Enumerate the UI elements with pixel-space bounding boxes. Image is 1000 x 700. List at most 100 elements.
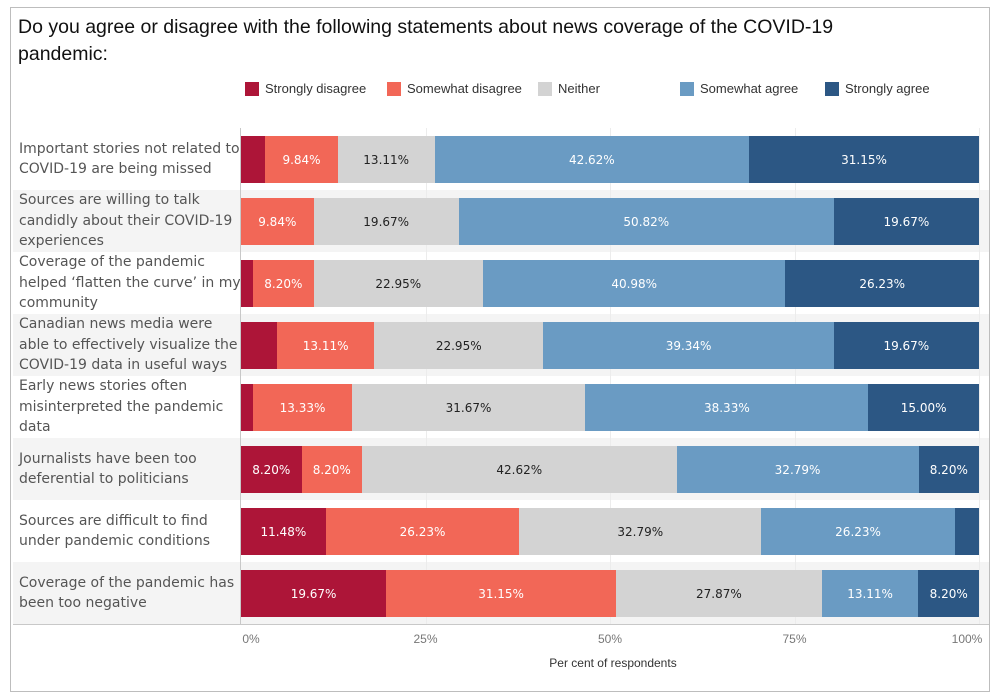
bar-segment[interactable]: 8.20% xyxy=(253,260,314,307)
bar-segment[interactable]: 26.23% xyxy=(785,260,979,307)
category-label: Coverage of the pandemic has been too ne… xyxy=(19,574,235,612)
data-label: 8.20% xyxy=(929,462,968,477)
bar-segment[interactable]: 8.20% xyxy=(301,446,363,493)
bar-segment[interactable]: 42.62% xyxy=(434,136,750,183)
bar-segment[interactable]: 13.11% xyxy=(821,570,919,617)
legend-swatch xyxy=(245,81,259,96)
x-axis-line xyxy=(13,624,989,625)
bar-segment[interactable]: 50.82% xyxy=(458,198,834,245)
data-label: 26.23% xyxy=(399,524,446,539)
bar-segment[interactable]: 22.95% xyxy=(313,260,483,307)
bar-segment[interactable] xyxy=(241,322,278,369)
legend-label: Strongly disagree xyxy=(265,81,367,96)
chart-title: Do you agree or disagree with the follow… xyxy=(18,16,834,65)
bar-segment[interactable]: 9.84% xyxy=(265,136,338,183)
data-label: 15.00% xyxy=(900,400,947,415)
data-label: 31.15% xyxy=(478,586,524,601)
data-label: 8.20% xyxy=(312,462,351,477)
bar-segment[interactable] xyxy=(954,508,980,555)
bar-segment[interactable] xyxy=(241,384,254,431)
legend-item[interactable]: Strongly agree xyxy=(825,81,930,96)
category-label: Sources are willing to talk candidly abo… xyxy=(19,192,233,250)
bar-segment[interactable]: 32.79% xyxy=(676,446,919,493)
data-label: 13.33% xyxy=(279,400,326,415)
bar-segment[interactable]: 19.67% xyxy=(833,198,979,245)
x-tick-label: 75% xyxy=(782,632,807,646)
data-label: 42.62% xyxy=(568,152,615,167)
legend-item[interactable]: Somewhat agree xyxy=(680,81,798,96)
category-label: Coverage of the pandemic helped ‘flatten… xyxy=(19,254,241,312)
bar-segment[interactable]: 8.20% xyxy=(918,446,980,493)
gridline xyxy=(979,128,980,624)
data-label: 32.79% xyxy=(774,462,821,477)
x-tick-label: 0% xyxy=(242,632,260,646)
bar-segment[interactable]: 13.33% xyxy=(253,384,352,431)
data-label: 50.82% xyxy=(623,214,670,229)
bar-segment[interactable]: 26.23% xyxy=(325,508,520,555)
legend-swatch xyxy=(538,81,552,96)
bar-segment[interactable] xyxy=(241,260,254,307)
data-label: 13.11% xyxy=(847,586,893,601)
legend-swatch xyxy=(825,81,839,96)
data-label: 22.95% xyxy=(435,338,482,353)
bar-segment[interactable]: 19.67% xyxy=(313,198,459,245)
data-label: 19.67% xyxy=(883,338,930,353)
bar-segment[interactable]: 9.84% xyxy=(241,198,314,245)
bar-segment[interactable]: 26.23% xyxy=(761,508,955,555)
data-label: 26.23% xyxy=(835,524,881,539)
legend-item[interactable]: Somewhat disagree xyxy=(387,81,522,96)
x-tick-label: 50% xyxy=(597,632,623,646)
bar-segment[interactable]: 31.15% xyxy=(749,136,979,183)
bar-segment[interactable]: 22.95% xyxy=(374,322,544,369)
category-label: Canadian news media were able to effecti… xyxy=(19,316,238,374)
bar-segment[interactable]: 15.00% xyxy=(868,384,979,431)
y-axis-line xyxy=(240,128,241,625)
data-label: 40.98% xyxy=(611,276,658,291)
bar-segment[interactable]: 32.79% xyxy=(519,508,762,555)
data-label: 32.79% xyxy=(617,524,664,539)
bar-segment[interactable]: 8.20% xyxy=(241,446,302,493)
legend-item[interactable]: Neither xyxy=(538,81,600,96)
legend-item[interactable]: Strongly disagree xyxy=(245,81,366,96)
data-label: 9.84% xyxy=(258,214,297,229)
category-label: Important stories not related to COVID-1… xyxy=(19,140,240,178)
bar-segment[interactable] xyxy=(241,136,266,183)
gridline xyxy=(794,128,796,624)
bar-segment[interactable]: 31.15% xyxy=(386,570,617,617)
legend: Strongly disagree Somewhat disagree Neithe… xyxy=(0,81,1000,99)
legend-swatch xyxy=(387,81,401,96)
bar-segment[interactable]: 31.67% xyxy=(351,384,586,431)
data-label: 11.48% xyxy=(260,524,307,539)
bar-segment[interactable]: 39.34% xyxy=(543,322,834,369)
data-label: 31.67% xyxy=(445,400,492,415)
bar-segment[interactable]: 38.33% xyxy=(585,384,869,431)
data-label: 8.20% xyxy=(264,276,303,291)
bar-segment[interactable]: 27.87% xyxy=(616,570,822,617)
chart-frame xyxy=(10,7,990,692)
bar-segment[interactable]: 8.20% xyxy=(918,570,979,617)
x-tick-label: 25% xyxy=(413,632,438,646)
bar-segment[interactable]: 13.11% xyxy=(277,322,375,369)
gridline xyxy=(610,128,611,624)
data-label: 39.34% xyxy=(665,338,712,353)
bar-segment[interactable]: 42.62% xyxy=(362,446,677,493)
x-tick-label: 100% xyxy=(951,632,983,646)
bar-segment[interactable]: 13.11% xyxy=(337,136,435,183)
data-label: 26.23% xyxy=(859,276,906,291)
data-label: 13.11% xyxy=(302,338,349,353)
data-label: 42.62% xyxy=(496,462,543,477)
bar-segment[interactable]: 19.67% xyxy=(833,322,979,369)
bar-segment[interactable]: 19.67% xyxy=(241,570,387,617)
data-label: 27.87% xyxy=(696,586,742,601)
category-label: Sources are difficult to find under pand… xyxy=(19,512,210,550)
data-label: 22.95% xyxy=(375,276,422,291)
data-label: 13.11% xyxy=(363,152,410,167)
data-label: 31.15% xyxy=(841,152,887,167)
legend-label: Neither xyxy=(558,81,600,96)
bar-segment[interactable]: 40.98% xyxy=(482,260,786,307)
data-label: 8.20% xyxy=(252,462,291,477)
bar-segment[interactable]: 11.48% xyxy=(241,508,326,555)
category-label: Journalists have been too deferential to… xyxy=(19,450,197,488)
data-label: 8.20% xyxy=(929,586,968,601)
legend-label: Somewhat disagree xyxy=(407,81,522,96)
